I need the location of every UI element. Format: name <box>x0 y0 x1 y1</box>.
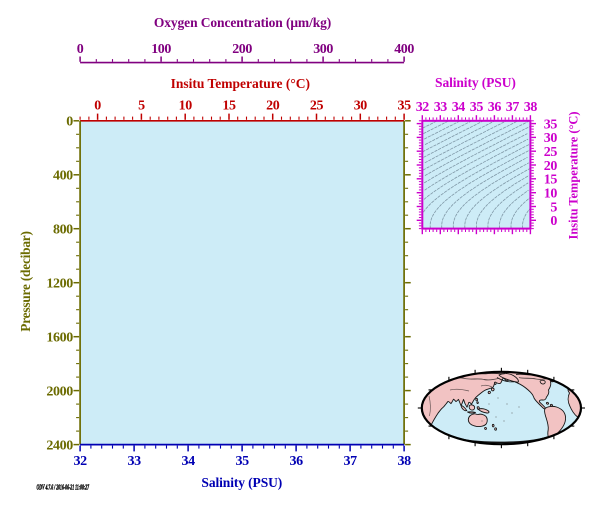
svg-text:33: 33 <box>127 454 141 469</box>
svg-text:300: 300 <box>313 42 333 57</box>
svg-text:1600: 1600 <box>46 331 73 346</box>
svg-text:35: 35 <box>397 99 411 114</box>
svg-text:200: 200 <box>232 42 252 57</box>
svg-text:ODV 4.7.6 / 2016-06-21 11:08:2: ODV 4.7.6 / 2016-06-21 11:08:27 <box>37 483 90 491</box>
svg-text:10: 10 <box>179 99 193 114</box>
svg-text:33: 33 <box>434 100 448 115</box>
svg-text:400: 400 <box>394 42 414 57</box>
svg-text:37: 37 <box>343 454 357 469</box>
svg-text:0: 0 <box>77 42 84 57</box>
svg-text:Salinity (PSU): Salinity (PSU) <box>201 475 282 490</box>
svg-text:2400: 2400 <box>46 438 73 453</box>
svg-text:10: 10 <box>544 187 558 202</box>
svg-text:Oxygen Concentration (μm/kg): Oxygen Concentration (μm/kg) <box>154 15 331 30</box>
svg-text:Insitu Temperature (°C): Insitu Temperature (°C) <box>567 112 581 240</box>
svg-text:0: 0 <box>550 214 557 229</box>
svg-text:Pressure (decibar): Pressure (decibar) <box>18 231 33 331</box>
svg-text:32: 32 <box>73 454 87 469</box>
svg-text:37: 37 <box>506 100 520 115</box>
svg-text:32: 32 <box>416 100 430 115</box>
svg-text:0: 0 <box>94 99 101 114</box>
svg-text:1200: 1200 <box>46 277 73 292</box>
svg-text:35: 35 <box>544 117 558 132</box>
svg-text:20: 20 <box>544 159 558 174</box>
svg-text:36: 36 <box>488 100 502 115</box>
svg-text:2000: 2000 <box>46 384 73 399</box>
svg-text:400: 400 <box>53 169 73 184</box>
svg-text:34: 34 <box>452 100 466 115</box>
svg-text:Insitu Temperature (°C): Insitu Temperature (°C) <box>171 76 310 91</box>
svg-text:38: 38 <box>397 454 411 469</box>
svg-text:25: 25 <box>544 145 558 160</box>
svg-text:38: 38 <box>524 100 538 115</box>
svg-text:35: 35 <box>470 100 484 115</box>
svg-text:800: 800 <box>53 223 73 238</box>
svg-text:0: 0 <box>66 115 73 130</box>
svg-text:30: 30 <box>544 131 558 146</box>
svg-text:5: 5 <box>550 200 557 215</box>
svg-text:30: 30 <box>354 99 368 114</box>
svg-text:15: 15 <box>222 99 236 114</box>
svg-text:15: 15 <box>544 173 558 188</box>
svg-text:34: 34 <box>181 454 195 469</box>
svg-text:35: 35 <box>235 454 249 469</box>
svg-text:25: 25 <box>310 99 324 114</box>
svg-text:5: 5 <box>138 99 145 114</box>
svg-text:100: 100 <box>151 42 171 57</box>
svg-text:Salinity (PSU): Salinity (PSU) <box>435 75 516 90</box>
svg-text:20: 20 <box>266 99 280 114</box>
svg-text:36: 36 <box>289 454 303 469</box>
